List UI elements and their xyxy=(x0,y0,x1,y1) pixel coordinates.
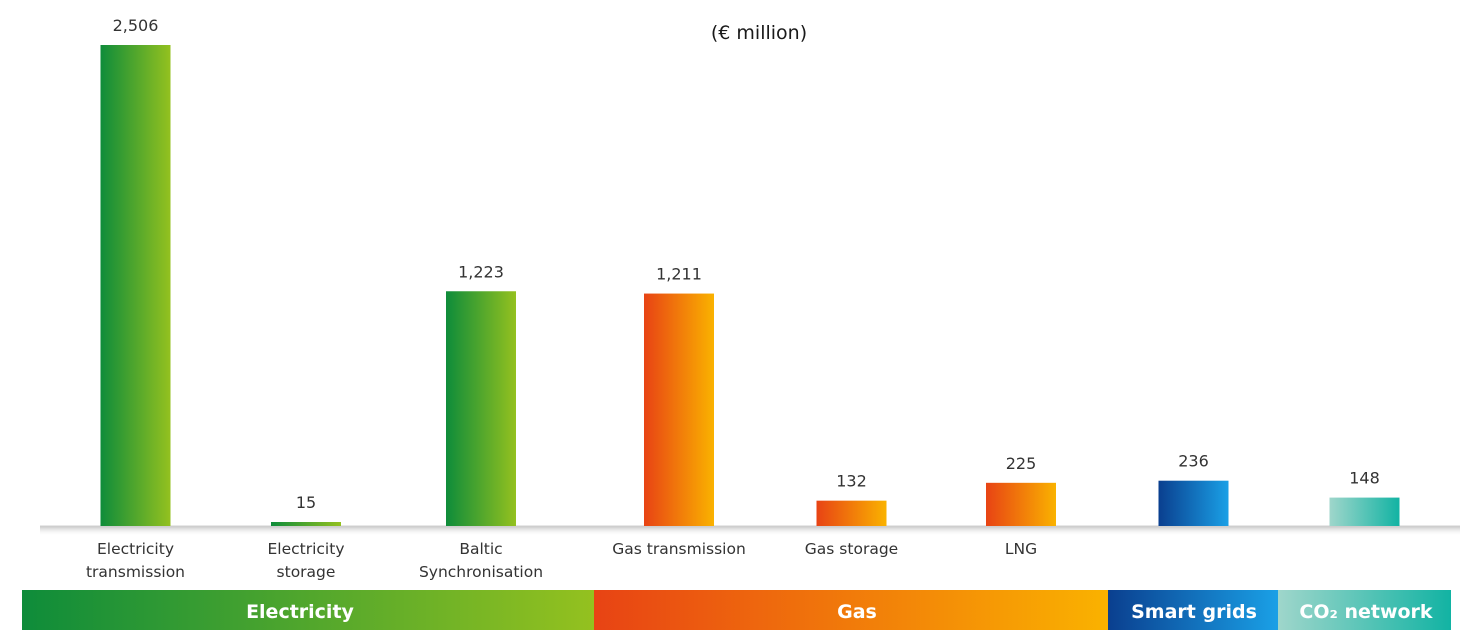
category-label-0-0: Electricity xyxy=(97,540,174,558)
category-label-2-0: Baltic xyxy=(459,540,502,558)
band-gas xyxy=(594,590,1108,630)
value-labels: 2,506 15 1,223 1,211 132 225 236 148 xyxy=(113,16,1380,512)
category-label-5-0: LNG xyxy=(1005,540,1037,558)
value-label-5: 225 xyxy=(1006,454,1037,473)
bar-4 xyxy=(816,500,887,526)
band-co2-network xyxy=(1278,590,1451,630)
baseline-shadow xyxy=(40,526,1460,536)
band-label-smart-grids: Smart grids xyxy=(1131,601,1257,623)
band-label-co2-network: CO₂ network xyxy=(1299,601,1433,623)
category-label-4-0: Gas storage xyxy=(805,540,898,558)
bar-3 xyxy=(644,293,714,526)
value-label-3: 1,211 xyxy=(656,265,702,284)
category-label-3-0: Gas transmission xyxy=(612,540,746,558)
value-label-4: 132 xyxy=(836,472,867,491)
band-smart-grids xyxy=(1108,590,1278,630)
category-labels: Electricity transmission Electricity storag… xyxy=(86,540,1037,581)
category-label-1-0: Electricity xyxy=(268,540,345,558)
value-label-2: 1,223 xyxy=(458,262,504,281)
band-label-electricity: Electricity xyxy=(246,601,354,623)
bar-2 xyxy=(446,291,516,526)
category-label-1-1: storage xyxy=(277,563,336,581)
value-label-0: 2,506 xyxy=(113,16,159,35)
category-label-2-1: Synchronisation xyxy=(419,563,543,581)
value-label-7: 148 xyxy=(1349,469,1380,488)
bar-6 xyxy=(1158,480,1229,526)
bar-1 xyxy=(271,522,341,526)
value-label-6: 236 xyxy=(1178,452,1209,471)
category-label-0-1: transmission xyxy=(86,563,185,581)
bar-0 xyxy=(100,45,171,526)
bar-5 xyxy=(986,482,1056,526)
category-band-bar: Electricity Gas Smart grids CO₂ network xyxy=(22,590,1451,630)
band-electricity xyxy=(22,590,594,630)
value-label-1: 15 xyxy=(296,493,316,512)
bars xyxy=(100,45,1400,526)
band-label-gas: Gas xyxy=(837,601,877,623)
chart-unit-title: (€ million) xyxy=(711,22,807,44)
bar-7 xyxy=(1329,497,1400,526)
